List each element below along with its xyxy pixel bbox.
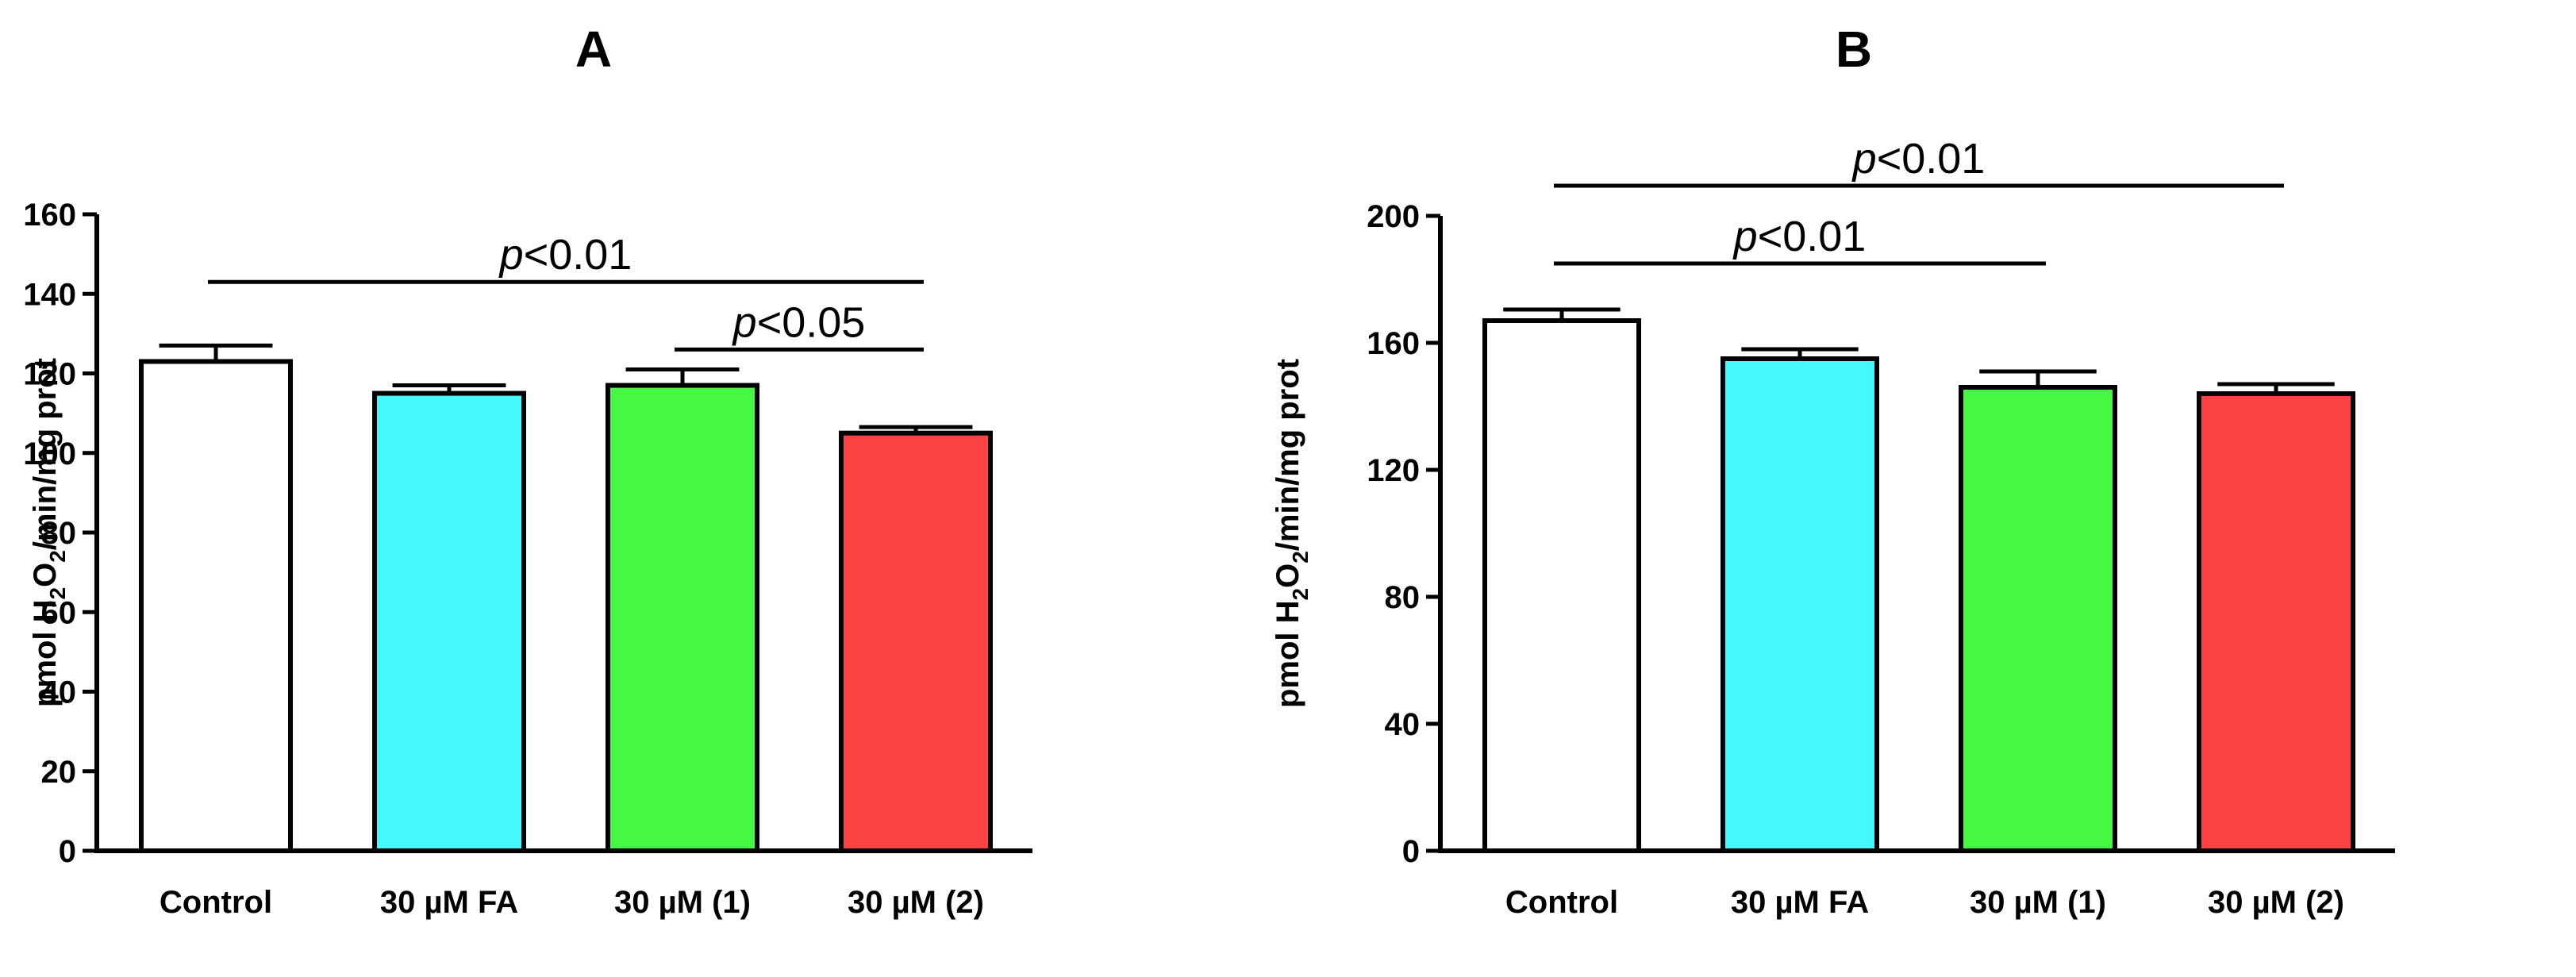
y-tick-label-0: 0 [1402, 834, 1420, 869]
bar-3 [2197, 391, 2355, 853]
y-tick-label-3: 120 [1367, 453, 1420, 488]
y-axis-label-subscript: 2 [45, 550, 70, 563]
significance-p: p [732, 298, 757, 346]
significance-p: p [498, 231, 524, 279]
x-tick-label-2: 30 µM (1) [1970, 885, 2106, 920]
y-tick-label-6: 120 [23, 357, 76, 392]
y-tick-label-0: 0 [59, 834, 76, 869]
significance-value: <0.05 [757, 298, 866, 346]
y-tick-label-5: 200 [1367, 199, 1420, 234]
bar-1 [1721, 356, 1879, 853]
x-tick-label-2: 30 µM (1) [614, 885, 751, 920]
y-tick-label-5: 100 [23, 437, 76, 471]
x-tick-label-1: 30 µM FA [1731, 885, 1869, 920]
bar-2 [606, 383, 759, 854]
y-axis-label-part: /min/mg prot [28, 358, 63, 550]
significance-value: <0.01 [1758, 213, 1867, 260]
significance-label-0: p<0.01 [498, 231, 632, 279]
x-tick-label-0: Control [160, 885, 272, 920]
significance-p: p [1851, 135, 1877, 183]
y-axis-label-part: O [28, 563, 63, 587]
significance-value: <0.01 [524, 231, 632, 279]
bar-1 [372, 390, 526, 853]
panel-title: A [575, 21, 612, 78]
significance-p: p [1732, 213, 1758, 260]
x-tick-label-1: 30 µM FA [380, 885, 518, 920]
significance-label-1: p<0.01 [1732, 213, 1867, 260]
y-axis-label-subscript: 2 [1288, 588, 1313, 601]
significance-label-1: p<0.05 [732, 298, 866, 346]
significance-value: <0.01 [1877, 135, 1986, 183]
y-tick-label-7: 140 [23, 277, 76, 312]
y-axis-label-subscript: 2 [1288, 551, 1313, 564]
y-axis-label: pmol H2O2/min/mg prot [28, 358, 70, 707]
panel-title: B [1836, 21, 1872, 78]
y-tick-label-4: 160 [1367, 326, 1420, 361]
y-axis-label-subscript: 2 [45, 587, 70, 600]
y-tick-label-1: 40 [1385, 707, 1421, 742]
y-tick-label-3: 60 [41, 595, 77, 630]
y-tick-label-4: 80 [41, 516, 77, 551]
y-axis-label-part: O [1271, 564, 1305, 588]
bar-0 [139, 359, 293, 853]
y-axis-label-part: pmol H [28, 599, 63, 707]
bar-2 [1959, 385, 2117, 853]
bar-3 [839, 430, 993, 853]
y-tick-label-1: 20 [41, 755, 77, 790]
y-tick-label-8: 160 [23, 198, 76, 233]
y-tick-label-2: 40 [41, 675, 77, 710]
y-axis-label-part: pmol H [1271, 600, 1305, 708]
y-axis-label: pmol H2O2/min/mg prot [1271, 359, 1313, 708]
bar-0 [1482, 318, 1641, 853]
x-tick-label-3: 30 µM (2) [848, 885, 984, 920]
x-tick-label-0: Control [1505, 885, 1618, 920]
significance-label-0: p<0.01 [1851, 135, 1986, 183]
y-tick-label-2: 80 [1385, 580, 1421, 615]
y-axis-label-part: /min/mg prot [1271, 359, 1305, 551]
x-tick-label-3: 30 µM (2) [2208, 885, 2344, 920]
